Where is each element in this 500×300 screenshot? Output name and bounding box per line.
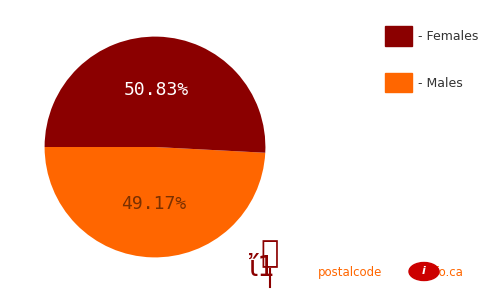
Text: nfo.ca: nfo.ca	[428, 266, 464, 279]
Wedge shape	[44, 37, 266, 153]
Text: 49.17%: 49.17%	[121, 195, 186, 213]
Text: 50.83%: 50.83%	[124, 81, 189, 99]
Text: postalcode: postalcode	[318, 266, 382, 279]
Text: 🍁: 🍁	[261, 239, 279, 268]
Text: ἴ1: ἴ1	[249, 254, 276, 282]
Legend: - Females, - Males: - Females, - Males	[380, 21, 484, 98]
Wedge shape	[44, 147, 265, 257]
Text: i: i	[422, 266, 426, 277]
